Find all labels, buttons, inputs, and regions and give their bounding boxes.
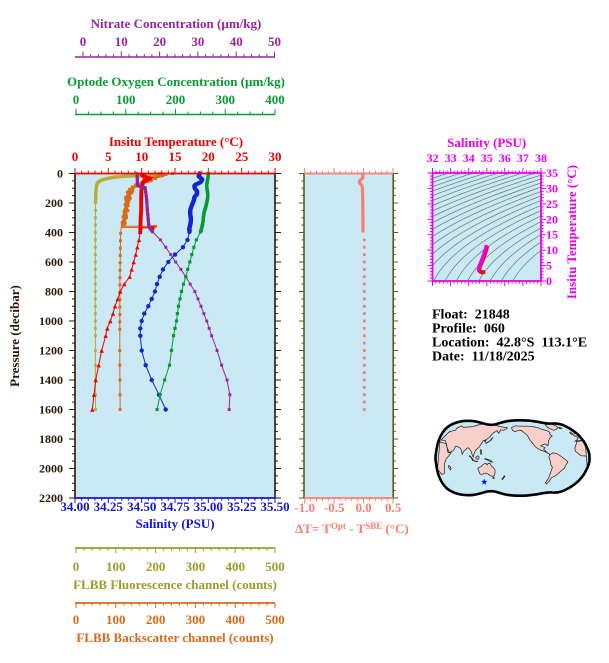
svg-text:0: 0 (57, 167, 63, 181)
svg-text:1000: 1000 (39, 314, 63, 328)
svg-text:Float: 21848: Float: 21848 (432, 308, 510, 323)
svg-text:34.50: 34.50 (127, 499, 156, 514)
svg-text:35: 35 (481, 151, 493, 165)
svg-text:35.25: 35.25 (227, 499, 257, 514)
svg-text:200: 200 (146, 612, 166, 627)
svg-text:400: 400 (45, 226, 63, 240)
svg-text:400: 400 (265, 92, 285, 107)
svg-text:Optode Oxygen Concentration (µ: Optode Oxygen Concentration (µm/kg) (67, 74, 285, 89)
svg-text:Insitu Temperature (°C): Insitu Temperature (°C) (564, 165, 579, 299)
svg-text:34: 34 (463, 151, 475, 165)
svg-text:500: 500 (265, 612, 285, 627)
svg-text:800: 800 (45, 285, 63, 299)
svg-text:FLBB Backscatter channel (coun: FLBB Backscatter channel (counts) (76, 630, 273, 645)
svg-text:100: 100 (116, 92, 136, 107)
svg-text:2200: 2200 (39, 491, 63, 505)
svg-text:Nitrate Concentration (µm/kg): Nitrate Concentration (µm/kg) (91, 16, 262, 31)
svg-text:37: 37 (517, 151, 529, 165)
svg-text:34.25: 34.25 (94, 499, 124, 514)
svg-text:1600: 1600 (39, 403, 63, 417)
svg-text:200: 200 (166, 92, 186, 107)
svg-text:35.00: 35.00 (194, 499, 223, 514)
svg-text:25: 25 (546, 197, 558, 211)
svg-text:500: 500 (265, 559, 285, 574)
svg-text:20: 20 (546, 212, 558, 226)
svg-text:300: 300 (215, 92, 235, 107)
svg-text:35.50: 35.50 (260, 499, 289, 514)
svg-text:400: 400 (225, 559, 245, 574)
svg-text:10: 10 (135, 149, 148, 164)
svg-text:32: 32 (427, 151, 439, 165)
svg-text:400: 400 (225, 612, 245, 627)
svg-text:20: 20 (153, 34, 166, 49)
svg-text:40: 40 (230, 34, 243, 49)
svg-text:35: 35 (546, 166, 558, 180)
svg-text:0: 0 (73, 92, 80, 107)
svg-text:Location: 42.8°S 113.1°E: Location: 42.8°S 113.1°E (432, 336, 587, 351)
svg-text:FLBB Fluorescence channel (cou: FLBB Fluorescence channel (counts) (73, 577, 277, 592)
svg-text:25: 25 (235, 149, 249, 164)
svg-text:30: 30 (546, 181, 558, 195)
svg-text:1200: 1200 (39, 344, 63, 358)
svg-text:0: 0 (72, 149, 79, 164)
svg-text:Pressure (decibar): Pressure (decibar) (7, 285, 22, 387)
svg-text:33: 33 (445, 151, 457, 165)
svg-text:5: 5 (546, 259, 552, 273)
svg-text:Date: 11/18/2025: Date: 11/18/2025 (432, 350, 535, 365)
svg-text:300: 300 (186, 559, 206, 574)
svg-text:50: 50 (268, 34, 281, 49)
svg-text:5: 5 (105, 149, 112, 164)
svg-text:0.0: 0.0 (355, 500, 371, 515)
svg-text:30: 30 (191, 34, 204, 49)
svg-text:0: 0 (80, 34, 87, 49)
svg-text:-1.0: -1.0 (294, 500, 315, 515)
svg-text:34.00: 34.00 (60, 499, 89, 514)
svg-text:200: 200 (45, 196, 63, 210)
svg-text:0: 0 (546, 274, 552, 288)
svg-text:20: 20 (202, 149, 215, 164)
svg-text:300: 300 (186, 612, 206, 627)
svg-text:30: 30 (269, 149, 282, 164)
svg-text:0: 0 (73, 612, 80, 627)
svg-text:34.75: 34.75 (160, 499, 190, 514)
svg-text:38: 38 (535, 151, 547, 165)
svg-text:0: 0 (73, 559, 80, 574)
svg-text:200: 200 (146, 559, 166, 574)
svg-text:-0.5: -0.5 (324, 500, 345, 515)
svg-text:Insitu Temperature (°C): Insitu Temperature (°C) (109, 134, 243, 149)
svg-text:1800: 1800 (39, 432, 63, 446)
svg-text:10: 10 (546, 243, 558, 257)
svg-text:0.5: 0.5 (385, 500, 402, 515)
svg-text:Salinity (PSU): Salinity (PSU) (135, 516, 214, 531)
svg-text:10: 10 (115, 34, 128, 49)
svg-text:36: 36 (499, 151, 511, 165)
svg-text:2000: 2000 (39, 462, 63, 476)
svg-text:Salinity (PSU): Salinity (PSU) (447, 135, 526, 150)
svg-text:15: 15 (169, 149, 183, 164)
svg-text:Profile: 060: Profile: 060 (432, 322, 505, 337)
svg-text:15: 15 (546, 228, 558, 242)
svg-text:100: 100 (106, 559, 126, 574)
svg-text:100: 100 (106, 612, 126, 627)
svg-text:ΔT= TOpt - TSBE (°C): ΔT= TOpt - TSBE (°C) (295, 521, 409, 536)
svg-text:1400: 1400 (39, 373, 63, 387)
svg-text:600: 600 (45, 255, 63, 269)
